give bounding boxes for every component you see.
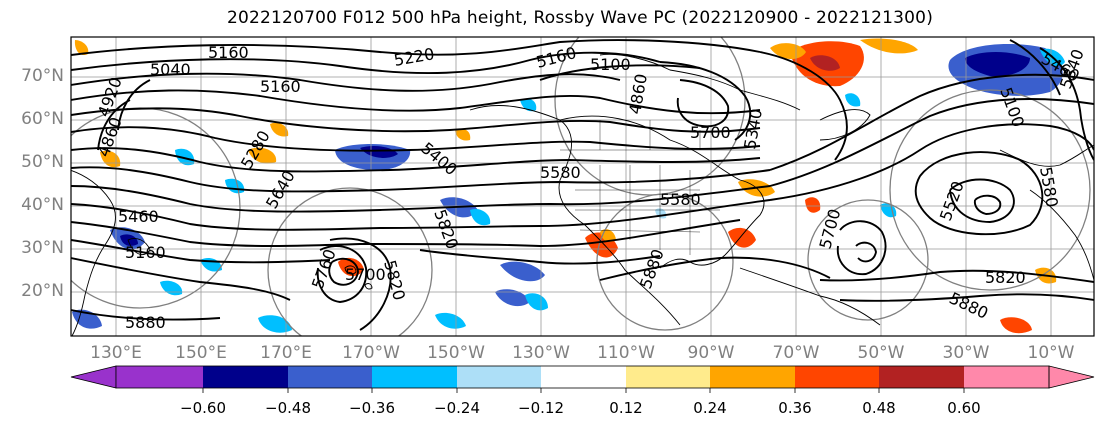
map-frame (70, 36, 1095, 337)
lat-label-50n: 50°N (21, 152, 64, 172)
contour-label: 5820 (985, 268, 1026, 287)
colorbar-bin (626, 366, 710, 388)
map-title: 2022120700 F012 500 hPa height, Rossby W… (226, 8, 934, 28)
colorbar-tick-label: 0.36 (778, 399, 812, 417)
colorbar-bin (964, 366, 1049, 388)
lat-label-20n: 20°N (21, 281, 64, 301)
colorbar-tick-label: 0.60 (947, 399, 981, 417)
colorbar-under-arrow (70, 365, 117, 389)
colorbar-bin (457, 366, 541, 388)
anomaly-shading (72, 38, 1065, 334)
lon-label: 50°W (857, 343, 905, 363)
colorbar-tick-label: −0.12 (518, 399, 564, 417)
lon-label: 110°W (597, 343, 655, 363)
colorbar-tick-label: −0.60 (180, 399, 226, 417)
contour-label: 5160 (125, 243, 166, 262)
contour-label: 5160 (260, 77, 301, 96)
colorbar-bin (795, 366, 879, 388)
contour-label: 5580 (660, 190, 701, 209)
colorbar-tick-label: −0.24 (434, 399, 480, 417)
lat-label-30n: 30°N (21, 238, 64, 258)
lon-label: 30°W (942, 343, 990, 363)
colorbar-tick-label: −0.36 (349, 399, 395, 417)
lon-label: 130°E (90, 343, 142, 363)
contour-label: 5040 (150, 60, 191, 79)
lat-label-60n: 60°N (21, 109, 64, 129)
contour-label: 5880 (125, 313, 166, 332)
contour-label: 5700 (345, 265, 386, 284)
contour-label: 5460 (118, 207, 159, 226)
colorbar-bin (203, 366, 288, 388)
colorbar-tick-marks (202, 388, 965, 393)
colorbar-over-arrow (1048, 365, 1095, 389)
colorbar-bin (710, 366, 795, 388)
lon-label: 150°W (427, 343, 485, 363)
lon-label: 70°W (772, 343, 820, 363)
colorbar-tick-label: 0.48 (862, 399, 896, 417)
lon-label: 170°E (260, 343, 312, 363)
map-plot-area: 5160 5220 5160 5160 5100 5040 4920 4860 … (71, 37, 1094, 336)
colorbar-tick-label: 0.12 (609, 399, 643, 417)
lat-label-40n: 40°N (21, 195, 64, 215)
lon-label: 10°W (1027, 343, 1075, 363)
colorbar-bin (541, 366, 626, 388)
colorbar-bin (372, 366, 457, 388)
colorbar (70, 365, 1095, 393)
colorbar-tick-label: −0.48 (265, 399, 311, 417)
lon-label: 130°W (512, 343, 570, 363)
lon-label: 150°E (175, 343, 227, 363)
colorbar-tick-label: 0.24 (693, 399, 727, 417)
contour-label: 5700 (690, 123, 731, 142)
contour-label: 5580 (540, 163, 581, 182)
lat-label-70n: 70°N (21, 66, 64, 86)
colorbar-bin (116, 366, 203, 388)
contour-label: 5160 (208, 43, 249, 62)
lon-label: 90°W (687, 343, 735, 363)
contour-label: 5100 (590, 55, 631, 74)
colorbar-bin (879, 366, 964, 388)
colorbar-bin (288, 366, 372, 388)
height-contours (71, 39, 1094, 331)
lon-label: 170°W (342, 343, 400, 363)
